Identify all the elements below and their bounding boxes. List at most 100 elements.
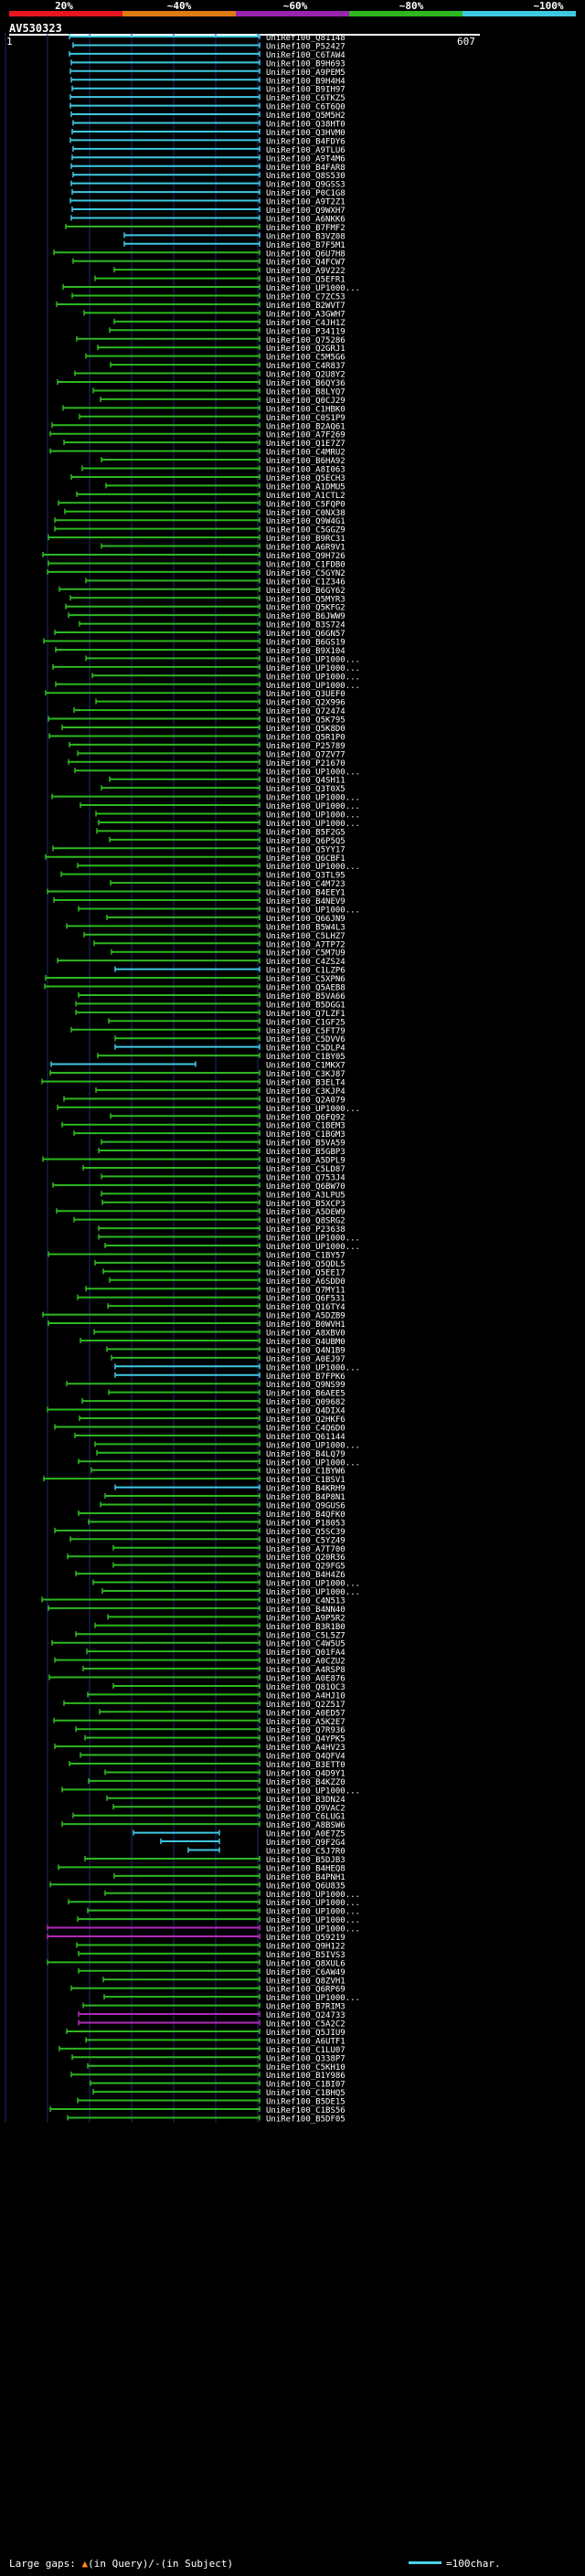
hit-label[interactable]: UniRef100_Q81148 (266, 34, 346, 43)
alignment-row[interactable]: UniRef100_B9RC31 (48, 535, 346, 544)
hit-label[interactable]: UniRef100_UP1000... (266, 682, 360, 691)
hit-label[interactable]: UniRef100_A7F269 (266, 431, 346, 440)
alignment-row[interactable]: UniRef100_B5W4L3 (66, 923, 346, 932)
hit-label[interactable]: UniRef100_B4H4Z6 (266, 1571, 346, 1580)
alignment-row[interactable]: UniRef100_C4Q6D0 (54, 1424, 346, 1433)
alignment-row[interactable]: UniRef100_A9P5R2 (107, 1614, 346, 1623)
alignment-row[interactable]: UniRef100_C4JH1Z (113, 318, 346, 328)
alignment-row[interactable]: UniRef100_B3VZ08 (123, 232, 346, 241)
hit-label[interactable]: UniRef100_C4R837 (266, 362, 346, 371)
alignment-row[interactable]: UniRef100_A8XBV0 (93, 1329, 346, 1339)
alignment-row[interactable]: UniRef100_C5L5Z7 (75, 1631, 346, 1640)
hit-label[interactable]: UniRef100_Q7MY11 (266, 1286, 346, 1295)
alignment-row[interactable]: UniRef100_UP1000... (61, 1786, 360, 1796)
hit-label[interactable]: UniRef100_B4QFK0 (266, 1511, 346, 1520)
hit-label[interactable]: UniRef100_UP1000... (266, 1580, 360, 1589)
alignment-row[interactable]: UniRef100_C1BY05 (97, 1053, 346, 1062)
hit-label[interactable]: UniRef100_C6TKZ5 (266, 94, 346, 103)
hit-label[interactable]: UniRef100_B6AEE5 (266, 1390, 346, 1399)
alignment-row[interactable]: UniRef100_Q0CJ29 (100, 396, 346, 406)
hit-label[interactable]: UniRef100_Q38HT0 (266, 121, 346, 130)
alignment-row[interactable]: UniRef100_C4N513 (41, 1596, 346, 1606)
alignment-row[interactable]: UniRef100_C5GYN2 (47, 568, 346, 578)
hit-label[interactable]: UniRef100_UP1000... (266, 1588, 360, 1597)
alignment-row[interactable]: UniRef100_C1LZP6 (114, 966, 346, 976)
alignment-row[interactable]: UniRef100_A0E876 (48, 1674, 346, 1684)
hit-label[interactable]: UniRef100_Q3HVM0 (266, 129, 346, 138)
alignment-row[interactable]: UniRef100_Q9WXH7 (71, 207, 346, 216)
alignment-row[interactable]: UniRef100_A9T2Z1 (69, 197, 346, 207)
alignment-row[interactable]: UniRef100_B5F2G5 (96, 828, 346, 837)
hit-label[interactable]: UniRef100_C1BHQ5 (266, 2089, 346, 2098)
hit-label[interactable]: UniRef100_Q3T0X5 (266, 785, 346, 794)
hit-label[interactable]: UniRef100_Q6CBF1 (266, 854, 346, 864)
hit-label[interactable]: UniRef100_Q2Z517 (266, 1701, 346, 1710)
alignment-row[interactable]: UniRef100_Q5SC39 (54, 1527, 346, 1537)
alignment-row[interactable]: UniRef100_UP1000... (94, 1441, 360, 1450)
hit-label[interactable]: UniRef100_C5YZ49 (266, 1536, 346, 1545)
hit-label[interactable]: UniRef100_UP1000... (266, 1243, 360, 1252)
alignment-row[interactable]: UniRef100_A3LPU5 (101, 1191, 346, 1200)
alignment-row[interactable]: UniRef100_UP1000... (77, 863, 360, 872)
alignment-row[interactable]: UniRef100_B3DN24 (106, 1795, 346, 1805)
hit-label[interactable]: UniRef100_B4FAR8 (266, 164, 346, 173)
hit-label[interactable]: UniRef100_C5DVV6 (266, 1035, 346, 1044)
alignment-row[interactable]: UniRef100_Q20R36 (67, 1553, 346, 1563)
alignment-row[interactable]: UniRef100_B6JWW9 (68, 612, 346, 621)
alignment-row[interactable]: UniRef100_Q9GSS3 (70, 180, 346, 190)
alignment-row[interactable]: UniRef100_UP1000... (78, 906, 360, 915)
hit-label[interactable]: UniRef100_A8XBV0 (266, 1330, 346, 1339)
hit-label[interactable]: UniRef100_C4JH1Z (266, 319, 346, 328)
alignment-row[interactable]: UniRef100_Q81OC3 (112, 1682, 346, 1692)
alignment-row[interactable]: UniRef100_A7F269 (49, 430, 346, 440)
hit-label[interactable]: UniRef100_Q4SH11 (266, 777, 346, 786)
alignment-row[interactable]: UniRef100_A7T700 (112, 1544, 346, 1554)
alignment-row[interactable]: UniRef100_C1HBK0 (62, 405, 346, 414)
alignment-row[interactable]: UniRef100_A0E7Z5 (133, 1829, 346, 1839)
alignment-row[interactable]: UniRef100_C1BI07 (90, 2080, 346, 2090)
hit-label[interactable]: UniRef100_A0EJ97 (266, 1355, 346, 1364)
alignment-row[interactable]: UniRef100_A1DMU5 (105, 482, 346, 492)
hit-label[interactable]: UniRef100_A7TP72 (266, 940, 346, 949)
alignment-row[interactable]: UniRef100_Q6GN57 (54, 630, 346, 639)
hit-label[interactable]: UniRef100_A0E7Z5 (266, 1830, 346, 1839)
alignment-row[interactable]: UniRef100_B0WVH1 (48, 1320, 346, 1330)
hit-label[interactable]: UniRef100_Q75286 (266, 336, 346, 345)
alignment-row[interactable]: UniRef100_C1BSV1 (43, 1476, 346, 1485)
alignment-row[interactable]: UniRef100_B6GY62 (58, 586, 346, 596)
hit-label[interactable]: UniRef100_C0S1P9 (266, 414, 346, 423)
alignment-row[interactable]: UniRef100_Q8S530 (72, 172, 346, 181)
alignment-row[interactable]: UniRef100_A8I063 (81, 465, 346, 475)
alignment-row[interactable]: UniRef100_UP1000... (95, 811, 360, 821)
hit-label[interactable]: UniRef100_C1MKX7 (266, 1062, 346, 1071)
hit-label[interactable]: UniRef100_UP1000... (266, 768, 360, 777)
hit-label[interactable]: UniRef100_B5VA66 (266, 992, 346, 1002)
hit-label[interactable]: UniRef100_UP1000... (266, 820, 360, 829)
hit-label[interactable]: UniRef100_B6QY36 (266, 379, 346, 388)
alignment-row[interactable]: UniRef100_B9H693 (70, 59, 346, 69)
alignment-row[interactable]: UniRef100_A4RSP8 (82, 1666, 346, 1675)
hit-label[interactable]: UniRef100_C4ZS24 (266, 958, 346, 967)
hit-label[interactable]: UniRef100_Q9H122 (266, 1942, 346, 1951)
alignment-row[interactable]: UniRef100_Q7ZV77 (77, 750, 346, 759)
hit-label[interactable]: UniRef100_Q2A079 (266, 1096, 346, 1105)
hit-label[interactable]: UniRef100_P18053 (266, 1519, 346, 1528)
alignment-row[interactable]: UniRef100_Q2X996 (95, 698, 346, 708)
alignment-row[interactable]: UniRef100_B5XCP3 (101, 1199, 346, 1209)
hit-label[interactable]: UniRef100_Q6BW70 (266, 1182, 346, 1192)
alignment-row[interactable]: UniRef100_C5M5G6 (85, 353, 346, 363)
hit-label[interactable]: UniRef100_C1Z346 (266, 578, 346, 587)
alignment-row[interactable]: UniRef100_Q8ZVH1 (102, 1977, 346, 1986)
alignment-row[interactable]: UniRef100_Q81148 (69, 34, 346, 43)
hit-label[interactable]: UniRef100_UP1000... (266, 794, 360, 803)
hit-label[interactable]: UniRef100_A9PEM5 (266, 69, 346, 78)
hit-label[interactable]: UniRef100_Q6U7H8 (266, 249, 346, 259)
hit-label[interactable]: UniRef100_Q0CJ29 (266, 397, 346, 406)
hit-label[interactable]: UniRef100_Q5EE17 (266, 1268, 346, 1277)
hit-label[interactable]: UniRef100_Q61144 (266, 1433, 346, 1442)
alignment-row[interactable]: UniRef100_C1LU07 (58, 2045, 346, 2055)
hit-label[interactable]: UniRef100_A8BSW6 (266, 1821, 346, 1830)
alignment-row[interactable]: UniRef100_B6QY36 (57, 379, 346, 388)
alignment-row[interactable]: UniRef100_Q6FQ92 (110, 1113, 346, 1122)
alignment-row[interactable]: UniRef100_Q29FG5 (112, 1562, 346, 1572)
